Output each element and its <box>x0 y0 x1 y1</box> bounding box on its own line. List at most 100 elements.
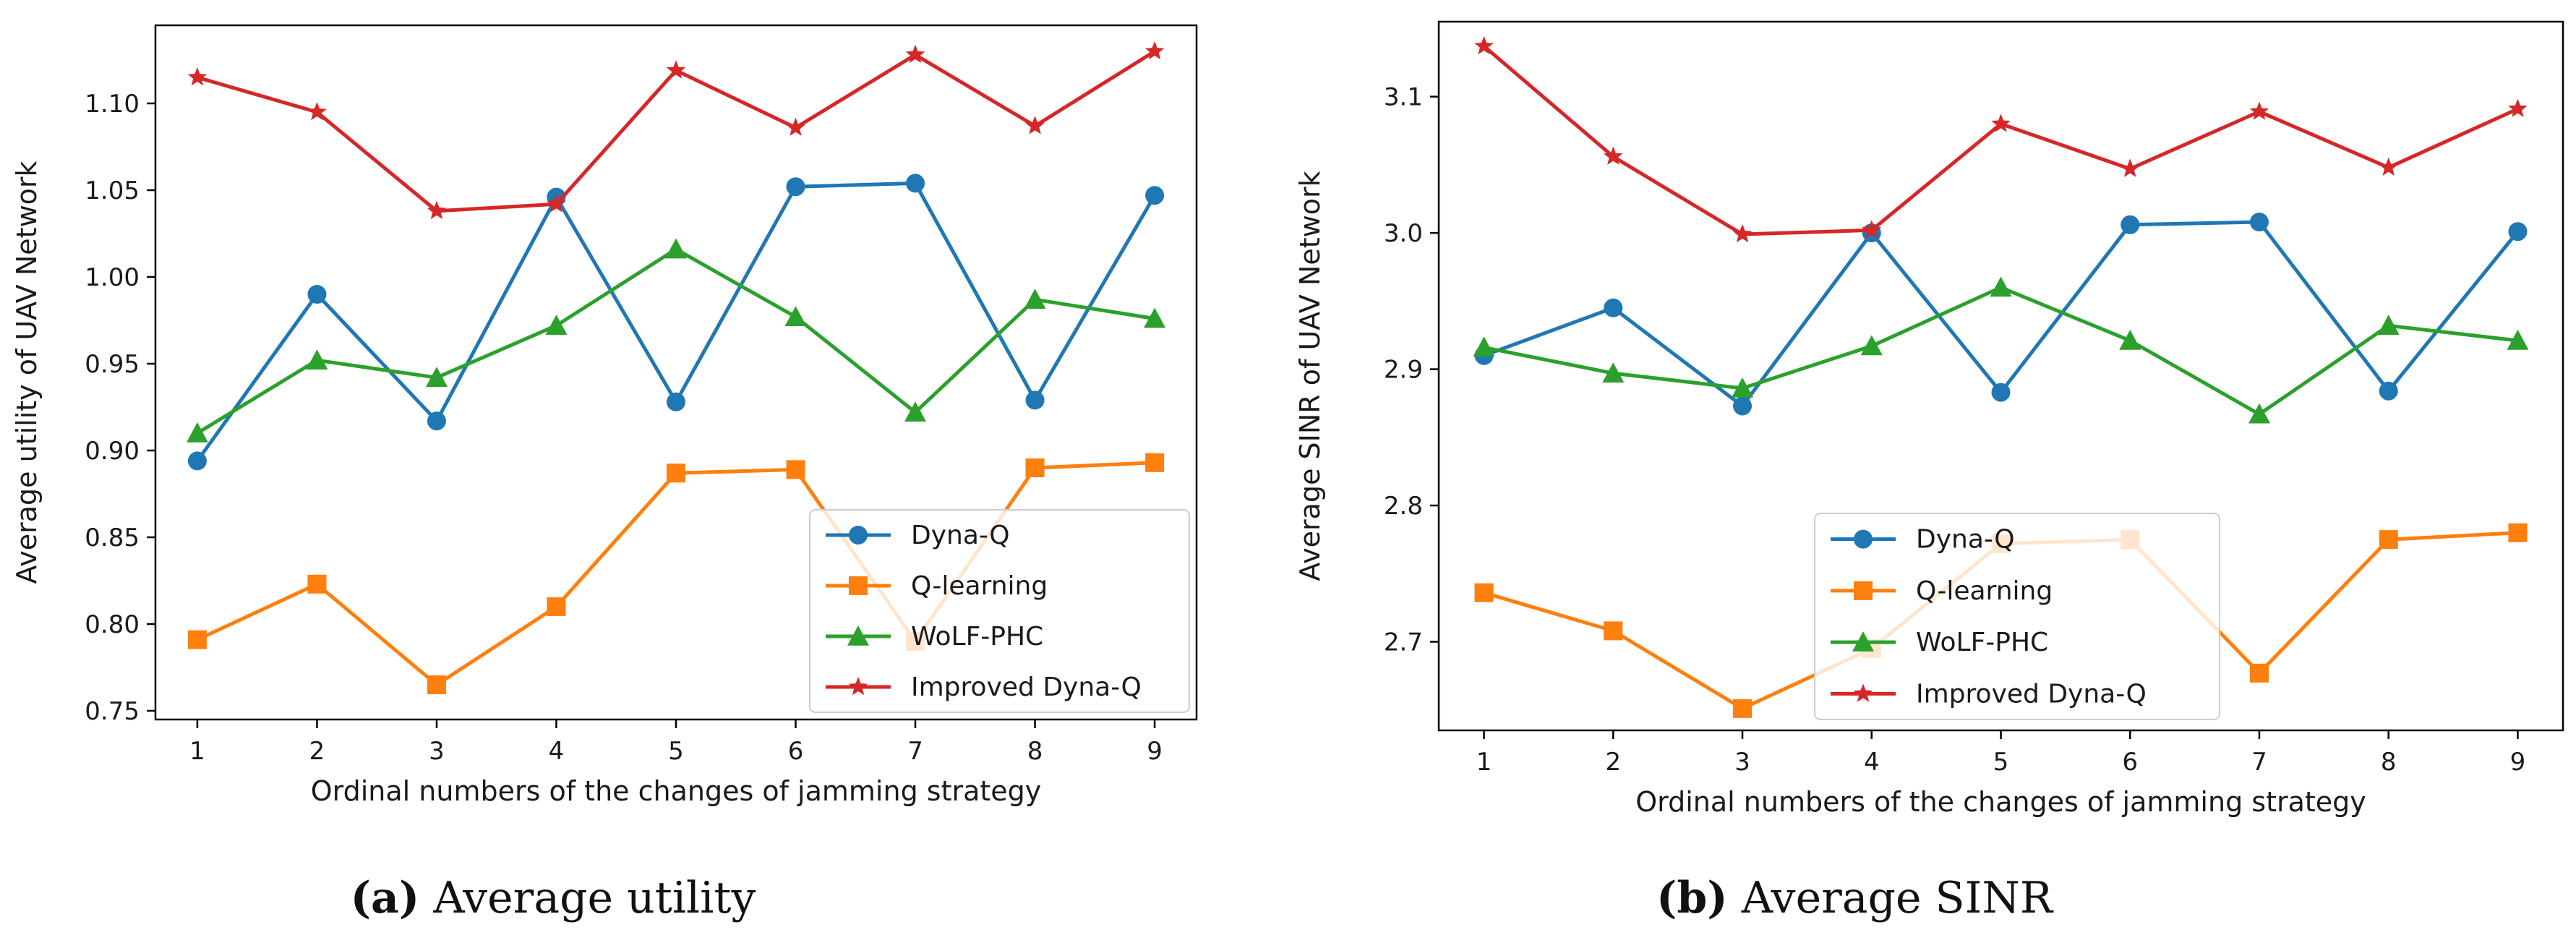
data-point <box>2508 523 2528 542</box>
y-tick-label: 3.0 <box>1384 219 1423 248</box>
data-point <box>2508 222 2528 242</box>
legend-marker <box>847 625 869 646</box>
y-tick-label: 0.95 <box>85 350 140 379</box>
legend-label: Q-learning <box>1916 576 2053 606</box>
y-tick-label: 0.90 <box>85 437 140 466</box>
legend-entry: Dyna-Q <box>1831 525 2015 555</box>
data-point <box>1602 362 1625 383</box>
y-tick-label: 0.80 <box>85 610 140 639</box>
data-point <box>187 630 207 649</box>
x-tick-label: 4 <box>549 737 565 766</box>
x-tick-label: 1 <box>189 737 205 766</box>
data-point <box>1860 335 1883 356</box>
data-point <box>425 367 448 387</box>
legend: Dyna-Q Q-learning WoLF-PHC Improved Dyna-Q <box>809 509 1190 713</box>
legend-entry: Improved Dyna-Q <box>826 672 1142 702</box>
data-point <box>1025 116 1045 134</box>
data-point <box>306 349 328 370</box>
caption-text: Average utility <box>432 873 756 923</box>
data-point <box>547 597 566 616</box>
x-tick-label: 9 <box>1147 737 1163 766</box>
data-point <box>906 174 925 193</box>
y-axis-label: Average utility of UAV Network <box>11 161 43 584</box>
data-point <box>1733 396 1753 416</box>
series-dyna-q <box>1474 213 2528 416</box>
x-tick-label: 6 <box>788 737 804 766</box>
data-point <box>2379 381 2398 401</box>
data-point <box>1474 583 1494 602</box>
data-point <box>2248 403 2270 424</box>
x-tick-label: 5 <box>1993 748 2009 777</box>
data-point <box>667 392 685 411</box>
legend-entry: WoLF-PHC <box>826 622 1043 652</box>
legend-label: Improved Dyna-Q <box>911 672 1142 702</box>
data-point <box>1473 336 1495 357</box>
series-improved-dyna-q <box>187 41 1165 220</box>
data-point <box>547 194 566 213</box>
x-tick-label: 4 <box>1864 748 1880 777</box>
data-point <box>187 67 207 86</box>
data-point <box>2508 98 2528 117</box>
data-point <box>905 44 925 64</box>
data-point <box>786 177 805 197</box>
data-point <box>1145 186 1165 205</box>
chart-caption: (a) Average utility <box>351 873 756 923</box>
legend-marker <box>1853 683 1873 702</box>
legend-box <box>809 509 1190 713</box>
data-point <box>427 200 447 220</box>
data-point <box>186 422 208 443</box>
legend-marker <box>1854 581 1873 600</box>
series-dyna-q <box>187 174 1165 471</box>
data-point <box>2379 530 2398 550</box>
legend-marker <box>1852 631 1874 652</box>
y-tick-label: 1.00 <box>85 263 140 292</box>
data-point <box>1990 276 2012 297</box>
data-point <box>307 574 327 594</box>
x-tick-label: 3 <box>429 737 445 766</box>
data-point <box>2120 158 2140 177</box>
caption-label: (b) <box>1656 873 1728 923</box>
data-point <box>2249 101 2269 120</box>
data-point <box>2377 315 2400 336</box>
data-point <box>1604 621 1623 641</box>
series-line <box>197 49 1156 213</box>
data-point <box>1144 41 1165 60</box>
data-point <box>1733 699 1753 718</box>
chart-a: 0.75 0.80 0.85 0.90 0.95 1.00 1.05 1.10 1 2 3 4 5 6 7 8… <box>11 24 1198 923</box>
legend-entry: Improved Dyna-Q <box>1831 679 2147 709</box>
caption-label: (a) <box>351 873 420 923</box>
legend-label: Q-learning <box>911 571 1048 601</box>
caption-text: Average SINR <box>1741 873 2054 923</box>
x-axis-label: Ordinal numbers of the changes of jammin… <box>311 775 1042 807</box>
x-tick-label: 2 <box>309 737 325 766</box>
legend-marker <box>1854 529 1873 549</box>
legend-label: Improved Dyna-Q <box>1916 679 2147 709</box>
x-tick-label: 6 <box>2122 748 2138 777</box>
data-point <box>1025 458 1045 477</box>
legend-label: WoLF-PHC <box>1916 628 2048 657</box>
x-tick-label: 8 <box>1027 737 1043 766</box>
data-point <box>786 460 805 479</box>
data-point <box>2249 663 2269 683</box>
data-point <box>2507 330 2529 350</box>
y-tick-label: 1.05 <box>85 176 140 205</box>
x-tick-label: 9 <box>2510 748 2526 777</box>
y-tick-label: 2.8 <box>1384 492 1423 521</box>
y-tick-label: 0.75 <box>85 697 140 726</box>
data-point <box>1474 35 1494 55</box>
data-point <box>2379 157 2398 176</box>
data-point <box>2119 330 2141 350</box>
series-line <box>1482 44 2519 236</box>
series-wolf-phc <box>186 238 1166 443</box>
data-point <box>1144 307 1166 328</box>
data-point <box>665 238 687 259</box>
data-point <box>784 306 807 326</box>
data-point <box>307 285 327 304</box>
x-tick-label: 2 <box>1605 748 1621 777</box>
data-point <box>545 315 568 335</box>
data-point <box>1732 377 1754 398</box>
data-point <box>187 451 207 471</box>
legend-entry: Q-learning <box>826 571 1048 601</box>
data-point <box>1732 224 1753 243</box>
y-axis-label: Average SINR of UAV Network <box>1294 171 1326 581</box>
